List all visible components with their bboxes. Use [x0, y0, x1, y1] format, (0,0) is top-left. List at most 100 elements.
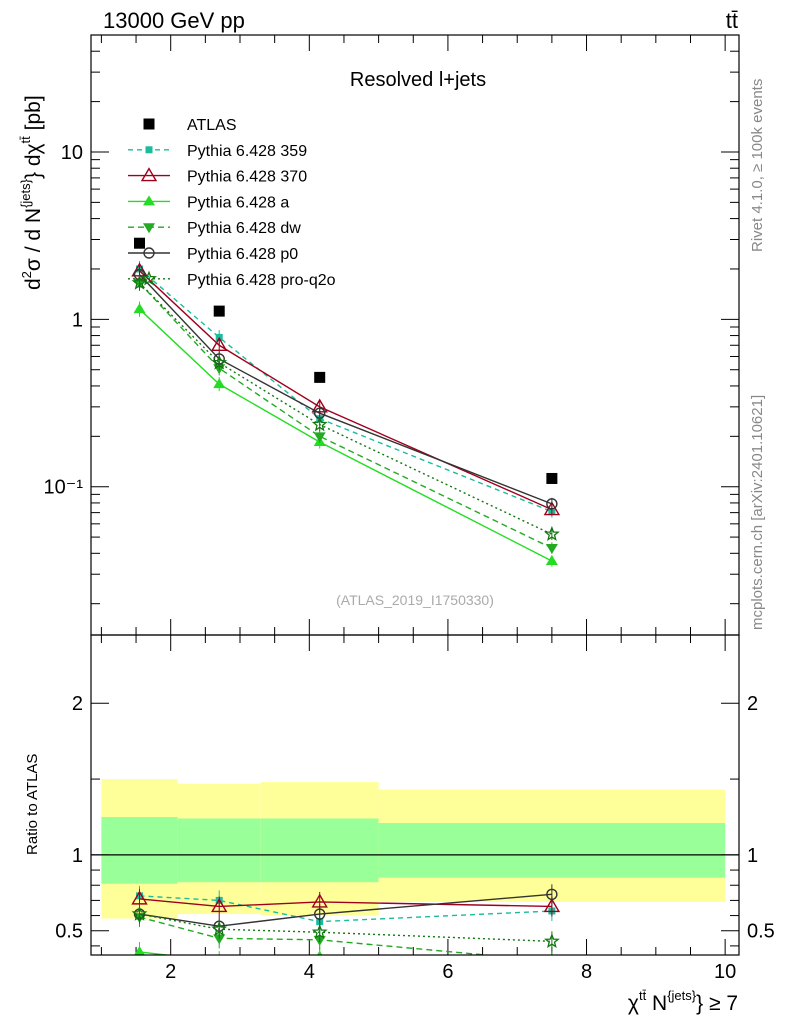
ratio-y-tick-label: 1: [72, 845, 83, 867]
series-1: [131, 262, 561, 516]
ratio-series-line: [139, 951, 173, 955]
ratio-point: [210, 898, 228, 913]
ratio-point: [211, 920, 228, 936]
series-line: [139, 308, 553, 562]
uncertainty-band-inner: [378, 823, 726, 878]
legend-label: Pythia 6.428 370: [187, 169, 307, 186]
x-tick-label: 2: [165, 961, 176, 983]
ratio-point: [317, 950, 323, 955]
ratio-point: [131, 890, 148, 905]
ratio-point: [134, 945, 145, 955]
series-point: [131, 274, 148, 290]
ratio-y-tick-label: 2: [72, 693, 83, 715]
ratio-y-tick-label: 1: [747, 845, 758, 867]
legend-atlas-marker: [143, 118, 155, 130]
mcplots-ref: mcplots.cern.ch [arXiv:2401.10621]: [749, 395, 766, 630]
ratio-y-tick-label: 0.5: [55, 921, 83, 943]
legend-label: Pythia 6.428 359: [187, 143, 307, 160]
y-tick-label: 1: [72, 309, 83, 331]
legend-marker: [145, 146, 153, 154]
ratio-y-label: Ratio to ATLAS: [24, 754, 41, 855]
x-tick-label: 10: [714, 961, 736, 983]
y-tick-label: 10: [61, 142, 83, 164]
ratio-point: [546, 957, 558, 967]
series-point: [133, 303, 146, 314]
ratio-series-5: [131, 904, 560, 952]
series-point: [545, 554, 558, 565]
legend-label: Pythia 6.428 dw: [187, 220, 301, 237]
legend: ATLAS Pythia 6.428 359 Pythia 6.428 370 Pyt…: [128, 117, 336, 289]
ratio-axis-ticks: 2 4 6 8 10 0.5 0.5 1 1 2 2: [55, 635, 775, 983]
series-point: [210, 336, 228, 351]
series-line: [139, 282, 553, 535]
legend-label: Pythia 6.428 a: [187, 194, 289, 211]
atlas-point: [314, 371, 326, 383]
series-5: [131, 274, 560, 541]
ratio-point: [543, 898, 561, 913]
ratio-point: [213, 934, 226, 945]
series-4: [133, 266, 558, 510]
analysis-id: (ATLAS_2019_I1750330): [336, 592, 494, 608]
series-point: [545, 544, 558, 555]
ratio-point: [314, 908, 326, 920]
main-axis-ticks: 10 1 10⁻¹: [44, 34, 739, 635]
ratio-point: [543, 933, 560, 949]
ratio-point: [131, 905, 148, 921]
main-series: [131, 237, 561, 567]
legend-marker: [143, 195, 155, 206]
ratio-point: [311, 924, 328, 939]
rivet-version: Rivet 4.1.0, ≥ 100k events: [749, 79, 766, 252]
series-point: [546, 498, 558, 510]
atlas-point: [213, 305, 225, 317]
plot-title: Resolved l+jets: [350, 69, 486, 91]
ratio-series-line: [139, 916, 494, 955]
ratio-plot: 2 4 6 8 10 0.5 0.5 1 1 2 2: [55, 634, 775, 983]
series-point: [543, 525, 560, 541]
header-energy: 13000 GeV pp: [103, 8, 245, 33]
series-2: [133, 301, 558, 567]
ratio-point: [213, 955, 225, 965]
series-point: [213, 378, 226, 389]
y-tick-label: 10⁻¹: [44, 477, 84, 499]
x-tick-label: 6: [442, 961, 453, 983]
series-point: [543, 501, 561, 516]
uncertainty-band-inner: [101, 816, 178, 884]
legend-marker: [140, 167, 158, 182]
main-plot: 10 1 10⁻¹: [44, 34, 740, 636]
y-axis-label: d2σ / d N{jets}} dχtt̄ [pb]: [18, 95, 45, 290]
legend-label: Pythia 6.428 p0: [187, 246, 298, 263]
ratio-series-2: [134, 941, 558, 965]
legend-label: Pythia 6.428 pro-q2o: [187, 272, 336, 289]
ratio-series-line: [139, 893, 552, 927]
ratio-y-tick-label: 2: [747, 693, 758, 715]
series-3: [133, 275, 558, 555]
series-point: [211, 354, 228, 370]
atlas-point: [134, 237, 146, 249]
series-0: [136, 261, 556, 518]
x-tick-label: 4: [304, 961, 315, 983]
ratio-frame: [90, 634, 740, 956]
series-line: [139, 270, 553, 511]
ratio-point: [546, 955, 558, 965]
ratio-point: [546, 888, 558, 901]
ratio-bands: [91, 779, 739, 919]
series-line: [139, 268, 553, 513]
legend-marker: [141, 270, 157, 286]
legend-marker: [143, 223, 155, 234]
uncertainty-band-inner: [260, 818, 379, 883]
ratio-series-line: [139, 913, 552, 943]
atlas-data: [134, 237, 558, 484]
ratio-series: [131, 884, 561, 967]
ratio-series-line: [139, 895, 552, 923]
x-axis-label: χtt̄ N{jets}} ≥ 7: [628, 988, 738, 1015]
series-point: [313, 432, 326, 443]
uncertainty-band-inner: [177, 818, 261, 883]
legend-atlas-label: ATLAS: [187, 117, 237, 134]
x-tick-label: 8: [581, 961, 592, 983]
series-point: [311, 416, 328, 432]
ratio-y-tick-label: 0.5: [747, 921, 775, 943]
atlas-point: [546, 472, 558, 484]
header-process: tt̄: [726, 8, 738, 33]
series-line: [139, 274, 553, 505]
